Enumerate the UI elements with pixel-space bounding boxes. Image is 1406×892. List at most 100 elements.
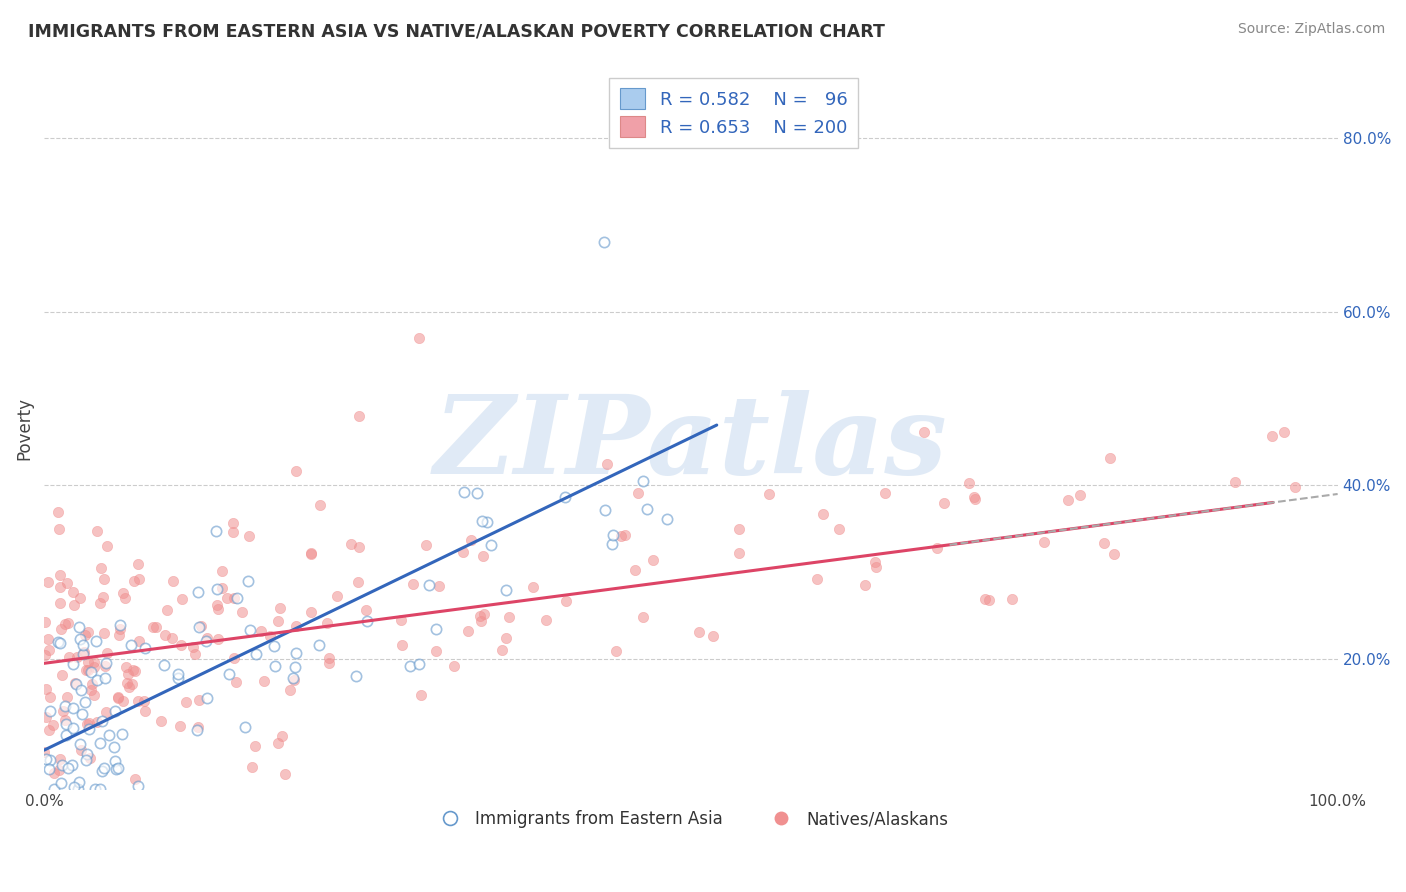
- Point: [402, 576, 425, 591]
- Point: [347, 540, 370, 554]
- Point: [346, 574, 368, 589]
- Point: [602, 527, 624, 541]
- Point: [806, 572, 828, 586]
- Point: [811, 507, 834, 521]
- Point: [1057, 493, 1080, 508]
- Point: [253, 673, 276, 688]
- Point: [108, 628, 131, 642]
- Point: [122, 574, 145, 588]
- Point: [84, 782, 107, 797]
- Point: [153, 658, 176, 673]
- Point: [479, 538, 502, 552]
- Point: [460, 533, 482, 548]
- Point: [72, 648, 94, 662]
- Point: [127, 558, 149, 572]
- Point: [72, 638, 94, 652]
- Point: [207, 602, 229, 616]
- Point: [72, 645, 94, 659]
- Point: [93, 625, 115, 640]
- Point: [979, 592, 1001, 607]
- Point: [62, 657, 84, 672]
- Point: [77, 655, 100, 669]
- Point: [34, 615, 56, 629]
- Point: [70, 706, 93, 721]
- Point: [83, 688, 105, 702]
- Point: [48, 522, 70, 536]
- Point: [111, 727, 134, 741]
- Point: [828, 523, 851, 537]
- Point: [231, 606, 253, 620]
- Point: [39, 753, 62, 767]
- Point: [347, 409, 370, 423]
- Point: [259, 630, 281, 644]
- Point: [96, 656, 118, 670]
- Point: [932, 496, 955, 510]
- Point: [55, 728, 77, 742]
- Point: [354, 603, 377, 617]
- Point: [962, 490, 984, 504]
- Point: [1098, 450, 1121, 465]
- Point: [132, 694, 155, 708]
- Point: [150, 714, 173, 729]
- Point: [52, 704, 75, 718]
- Point: [142, 620, 165, 634]
- Point: [75, 753, 97, 767]
- Text: ZIPatlas: ZIPatlas: [434, 390, 948, 497]
- Point: [1102, 548, 1125, 562]
- Point: [170, 592, 193, 607]
- Point: [80, 683, 103, 698]
- Point: [264, 659, 287, 673]
- Point: [49, 776, 72, 790]
- Point: [53, 714, 76, 728]
- Point: [34, 648, 56, 662]
- Point: [425, 643, 447, 657]
- Point: [37, 643, 59, 657]
- Point: [90, 764, 112, 778]
- Point: [344, 669, 367, 683]
- Point: [84, 633, 107, 648]
- Point: [77, 722, 100, 736]
- Point: [468, 608, 491, 623]
- Text: Source: ZipAtlas.com: Source: ZipAtlas.com: [1237, 22, 1385, 37]
- Point: [409, 688, 432, 702]
- Point: [299, 548, 322, 562]
- Point: [49, 580, 72, 594]
- Point: [498, 609, 520, 624]
- Point: [42, 718, 65, 732]
- Point: [285, 619, 308, 633]
- Point: [108, 618, 131, 632]
- Point: [55, 575, 77, 590]
- Point: [56, 690, 79, 705]
- Point: [117, 675, 139, 690]
- Y-axis label: Poverty: Poverty: [15, 397, 32, 460]
- Point: [600, 537, 623, 551]
- Point: [67, 782, 90, 797]
- Point: [53, 699, 76, 714]
- Point: [156, 603, 179, 617]
- Point: [37, 574, 59, 589]
- Point: [443, 658, 465, 673]
- Point: [62, 585, 84, 599]
- Point: [53, 617, 76, 632]
- Point: [49, 622, 72, 636]
- Point: [283, 673, 305, 688]
- Point: [67, 774, 90, 789]
- Point: [605, 644, 627, 658]
- Point: [194, 634, 217, 648]
- Point: [340, 537, 363, 551]
- Point: [643, 553, 665, 567]
- Point: [93, 671, 115, 685]
- Point: [195, 631, 218, 645]
- Point: [356, 615, 378, 629]
- Point: [636, 502, 658, 516]
- Point: [238, 529, 260, 543]
- Point: [1033, 535, 1056, 549]
- Point: [207, 598, 229, 612]
- Point: [865, 560, 887, 574]
- Point: [120, 638, 142, 652]
- Point: [76, 747, 98, 761]
- Point: [188, 620, 211, 634]
- Point: [94, 658, 117, 673]
- Point: [187, 693, 209, 707]
- Point: [912, 425, 935, 440]
